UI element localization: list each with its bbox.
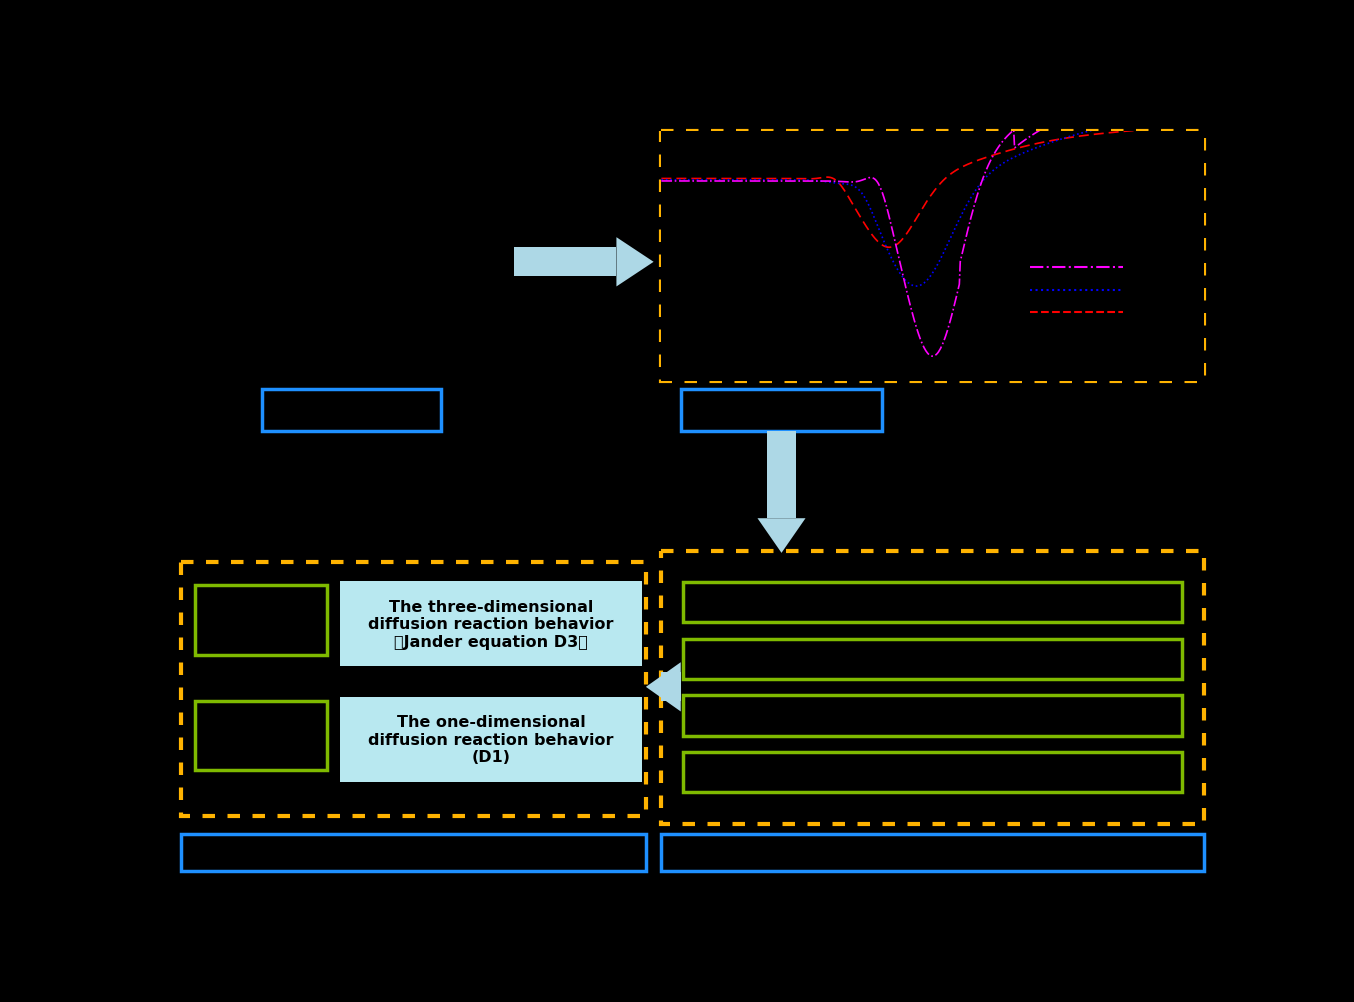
Bar [661,551,1204,824]
Bar [515,247,616,278]
Polygon shape [757,519,806,553]
Text: The three-dimensional
diffusion reaction behavior
（Jander equation D3）: The three-dimensional diffusion reaction… [368,599,613,649]
Bar [181,834,646,871]
Bar [195,585,326,655]
Bar [661,132,1204,382]
Bar [340,582,642,666]
Bar [681,390,883,432]
Bar [661,834,1204,871]
Bar [682,583,1182,623]
Bar [195,701,326,771]
Bar [682,695,1182,735]
Polygon shape [616,237,654,288]
Bar [181,562,646,817]
Bar [682,753,1182,793]
Bar [340,697,642,782]
Bar [682,639,1182,679]
Polygon shape [646,662,681,711]
Text: The one-dimensional
diffusion reaction behavior
(D1): The one-dimensional diffusion reaction b… [368,714,613,765]
Bar [661,672,681,701]
Bar [766,432,796,519]
Bar [263,390,440,432]
